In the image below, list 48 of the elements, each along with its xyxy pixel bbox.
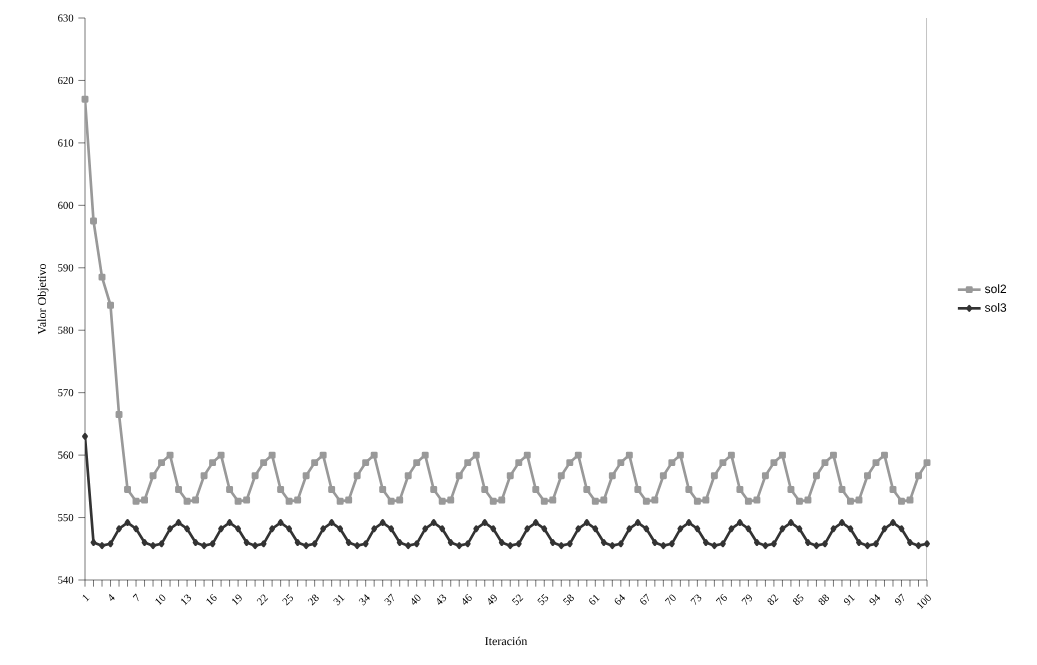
y-tick-label: 570	[58, 389, 74, 397]
x-tick-label: 58	[562, 594, 574, 606]
x-tick-label: 64	[614, 594, 626, 605]
x-axis-title: Iteración	[485, 636, 528, 646]
x-tick-label: 67	[640, 593, 649, 605]
x-tick-label: 61	[589, 594, 600, 605]
x-tick-label: 25	[282, 594, 294, 606]
y-tick-label: 620	[58, 76, 74, 85]
x-tick-label: 40	[411, 594, 421, 605]
x-tick-label: 28	[307, 594, 319, 606]
x-tick-label: 7	[132, 593, 139, 602]
x-tick-label: 88	[818, 594, 830, 605]
x-tick-label: 55	[537, 594, 549, 606]
x-tick-label: 94	[869, 594, 881, 606]
x-tick-label: 31	[333, 594, 345, 606]
x-tick-label: 22	[256, 594, 269, 606]
x-tick-label: 37	[384, 593, 394, 606]
y-axis-title: Valor Objetivo	[37, 263, 49, 335]
x-tick-label: 97	[895, 593, 905, 606]
x-tick-label: 16	[206, 593, 217, 606]
x-tick-label: 52	[511, 594, 524, 606]
x-tick-label: 70	[664, 594, 676, 606]
y-tick-label: 560	[58, 451, 74, 459]
y-tick-label: 550	[58, 513, 74, 522]
x-tick-label: 100	[917, 594, 931, 609]
x-tick-label: 4	[109, 594, 115, 601]
x-tick-label: 19	[232, 594, 242, 606]
x-tick-label: 46	[462, 593, 472, 605]
x-tick-label: 1	[82, 594, 90, 602]
x-tick-label: 34	[358, 594, 370, 606]
y-tick-label: 600	[58, 201, 74, 209]
x-tick-label: 76	[715, 593, 727, 605]
y-tick-label: 590	[58, 264, 74, 272]
x-tick-label: 49	[488, 594, 497, 605]
x-tick-label: 13	[181, 594, 191, 606]
x-tick-label: 43	[437, 594, 447, 605]
x-tick-label: 82	[767, 594, 779, 605]
x-tick-label: 73	[690, 594, 702, 605]
legend-label: sol3	[984, 303, 1007, 312]
y-tick-label: 630	[58, 14, 74, 22]
y-tick-label: 580	[58, 326, 74, 334]
x-tick-label: 10	[155, 594, 166, 606]
legend-label: sol2	[984, 284, 1007, 294]
x-tick-label: 91	[844, 594, 855, 606]
y-tick-label: 610	[58, 139, 74, 147]
x-tick-label: 85	[793, 594, 804, 605]
x-tick-label: 79	[741, 594, 753, 605]
y-tick-label: 540	[58, 576, 74, 584]
